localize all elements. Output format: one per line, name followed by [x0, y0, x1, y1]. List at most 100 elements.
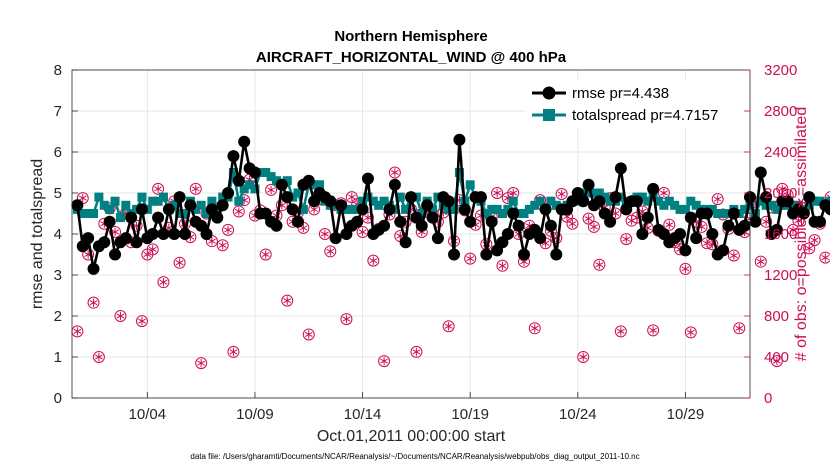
- obs-assimilated-point: [568, 219, 577, 228]
- totalspread-point: [78, 209, 88, 218]
- x-axis-label: Oct.01,2011 00:00:00 start: [317, 428, 506, 445]
- obs-assimilated-point: [197, 358, 206, 368]
- rmse-point: [356, 203, 369, 216]
- totalspread-point: [99, 200, 109, 210]
- rmse-point: [501, 228, 514, 240]
- rmse-point: [119, 232, 132, 245]
- obs-possible-point: [130, 219, 143, 232]
- rmse-point: [464, 215, 477, 228]
- obs-possible-point: [647, 324, 660, 337]
- obs-possible-point: [803, 242, 816, 255]
- obs-assimilated-point: [681, 264, 690, 274]
- obs-assimilated-point: [138, 316, 146, 326]
- obs-assimilated-point: [78, 193, 87, 203]
- rmse-point: [130, 236, 143, 249]
- legend-rmse-label: rmse pr=4.438: [572, 85, 669, 102]
- totalspread-point: [137, 192, 147, 202]
- rmse-point: [674, 228, 687, 240]
- rmse-point: [232, 174, 245, 187]
- obs-possible-point: [227, 345, 240, 358]
- rmse-point: [636, 228, 649, 240]
- rmse-point: [604, 215, 617, 228]
- obs-possible-point: [410, 345, 423, 358]
- obs-assimilated-point: [821, 253, 830, 262]
- rmse-point: [609, 191, 622, 204]
- totalspread-point: [713, 209, 723, 218]
- totalspread-point: [584, 188, 594, 198]
- totalspread-point: [519, 209, 529, 218]
- totalspread-point: [503, 204, 513, 214]
- totalspread-point: [379, 196, 389, 206]
- totalspread-point: [810, 196, 820, 206]
- totalspread-point: [115, 213, 125, 223]
- rmse-point: [480, 248, 493, 261]
- totalspread-point: [487, 204, 497, 214]
- rmse-point: [222, 187, 235, 199]
- obs-possible-point: [87, 296, 100, 309]
- totalspread-point: [417, 209, 427, 218]
- rmse-point: [448, 248, 461, 261]
- rmse-point: [399, 236, 412, 249]
- rmse-point: [485, 215, 498, 228]
- right-y-axis-label: # of obs: o=possible; ∗=assimilated: [793, 107, 810, 361]
- obs-possible-point: [614, 325, 627, 338]
- rmse-point: [577, 195, 590, 208]
- totalspread-point: [670, 200, 680, 210]
- obs-assimilated-point: [466, 254, 475, 263]
- rmse-point: [146, 228, 159, 240]
- obs-assimilated-point: [412, 347, 421, 357]
- totalspread-point: [180, 209, 190, 218]
- obs-possible-point: [275, 199, 288, 212]
- obs-assimilated-point: [805, 244, 814, 253]
- totalspread-point: [83, 209, 93, 218]
- right-y-tick-label: 2400: [764, 144, 797, 161]
- obs-assimilated-point: [116, 311, 125, 321]
- totalspread-point: [234, 196, 244, 206]
- totalspread-point: [153, 196, 163, 206]
- obs-assimilated-point: [498, 261, 507, 270]
- rmse-point: [684, 211, 697, 224]
- totalspread-point: [191, 204, 201, 214]
- obs-assimilated-point: [622, 234, 631, 244]
- obs-possible-point: [824, 191, 830, 204]
- totalspread-point: [347, 204, 357, 214]
- rmse-point: [378, 219, 391, 232]
- obs-possible-point: [663, 218, 676, 231]
- obs-assimilated-point: [773, 356, 781, 366]
- legend: rmse pr=4.438 totalspread pr=4.7157: [525, 80, 743, 128]
- rmse-point: [738, 219, 751, 232]
- obs-possible-point: [114, 310, 127, 322]
- obs-assimilated-point: [283, 296, 292, 305]
- obs-assimilated-point: [143, 250, 152, 259]
- rmse-point: [248, 166, 261, 179]
- rmse-point: [534, 232, 547, 245]
- rmse-point: [351, 215, 364, 228]
- rmse-point: [749, 215, 762, 228]
- rmse-point: [270, 219, 283, 232]
- obs-possible-point: [146, 243, 159, 256]
- obs-assimilated-point: [208, 236, 216, 246]
- totalspread-point: [298, 204, 308, 214]
- totalspread-point: [169, 200, 179, 210]
- obs-assimilated-point: [794, 216, 803, 225]
- rmse-point: [431, 232, 444, 245]
- totalspread-point: [740, 204, 750, 214]
- rmse-point: [238, 135, 251, 148]
- totalspread-point: [374, 200, 384, 210]
- left-y-tick-label: 4: [54, 226, 62, 243]
- rmse-point: [690, 232, 703, 245]
- obs-possible-point: [281, 294, 294, 307]
- rmse-point: [824, 203, 830, 216]
- obs-possible-point: [135, 315, 148, 328]
- obs-assimilated-point: [810, 235, 819, 245]
- rmse-point: [813, 215, 826, 228]
- left-y-tick-label: 7: [54, 103, 62, 120]
- totalspread-point: [368, 196, 378, 206]
- rmse-point: [426, 211, 439, 224]
- totalspread-point: [772, 204, 782, 214]
- obs-possible-point: [657, 187, 670, 199]
- obs-possible-point: [442, 320, 455, 333]
- obs-assimilated-point: [159, 277, 168, 287]
- obs-possible-point: [577, 351, 590, 363]
